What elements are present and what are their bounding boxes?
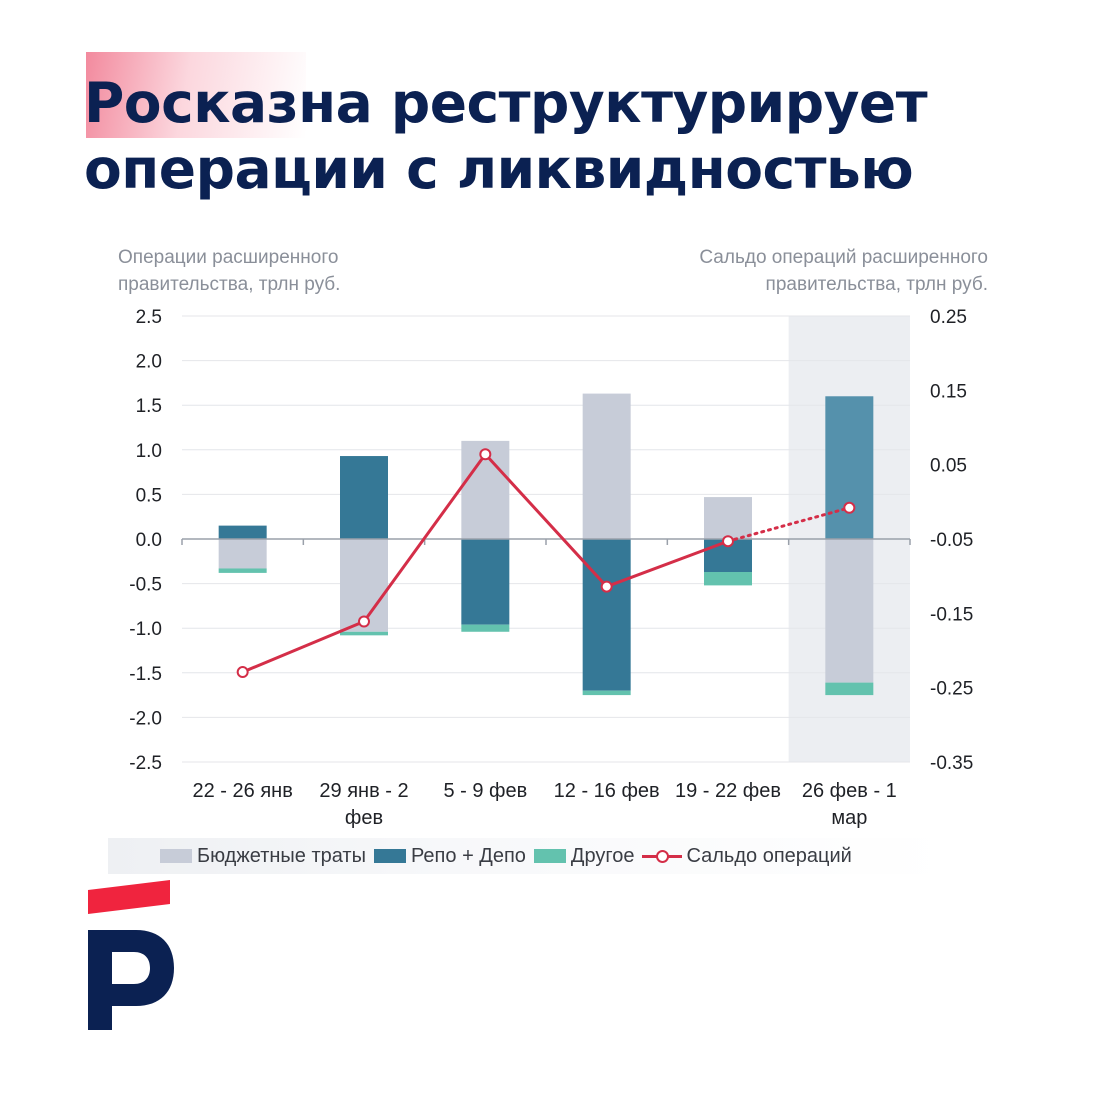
saldo-point	[722, 535, 734, 548]
x-category-label: 12 - 16 фев	[554, 780, 660, 802]
saldo-line-dotted	[726, 506, 851, 543]
x-category-label: фев	[345, 807, 383, 829]
page-title-line-2: операции с ликвидностью	[84, 137, 914, 201]
bar-other	[825, 682, 874, 696]
logo-letter-p	[88, 930, 174, 1030]
right-axis-title: Сальдо операций расширенного правительст…	[699, 247, 988, 295]
bar-budget	[582, 393, 631, 539]
bar-repo	[218, 525, 267, 539]
bar-other	[704, 572, 752, 586]
saldo-point	[236, 666, 249, 679]
saldo-point	[843, 501, 856, 514]
y-left-tick-label: 1.5	[136, 396, 162, 417]
y-left-tick-label: 2.5	[136, 307, 162, 328]
y-left-tick-label: -1.0	[129, 619, 162, 640]
bar-repo	[340, 456, 388, 539]
x-category-label: 26 фев - 1	[802, 780, 897, 802]
bar-budget	[218, 539, 267, 569]
legend-swatch-repo	[373, 849, 406, 863]
y-right-tick-label: -0.05	[930, 530, 973, 551]
bar-other	[582, 690, 631, 696]
saldo-point	[358, 615, 370, 628]
y-right-tick-label: 0.05	[930, 456, 967, 477]
legend-label-repo: Репо + Депо	[410, 844, 526, 867]
chart-legend: Бюджетные траты Репо + Депо Другое Сальд…	[108, 838, 948, 874]
bar-other	[340, 631, 388, 636]
legend-swatch-other	[533, 849, 566, 863]
y-left-tick-label: -0.5	[129, 575, 162, 596]
legend-item-budget: Бюджетные траты	[160, 845, 366, 868]
y-left-tick-label: 0.5	[136, 485, 162, 506]
y-left-tick-label: 0.0	[136, 530, 162, 551]
legend-label-saldo: Сальдо операций	[686, 844, 852, 867]
logo-red-bar	[88, 880, 170, 914]
y-left-tick-label: -2.5	[129, 753, 162, 774]
x-category-label: мар	[831, 807, 867, 829]
p-brand-logo-icon	[88, 880, 174, 1030]
y-right-tick-label: -0.35	[930, 753, 973, 774]
legend-label-budget: Бюджетные траты	[197, 844, 366, 867]
legend-swatch-saldo	[642, 849, 683, 863]
page-title-line-1: Росказна реструктурирует	[84, 71, 928, 135]
bar-other	[218, 568, 267, 573]
y-right-tick-label: 0.15	[930, 381, 967, 402]
x-category-label: 29 янв - 2	[319, 780, 408, 802]
bar-budget	[704, 497, 752, 539]
bar-repo	[461, 539, 510, 625]
saldo-point	[479, 448, 492, 461]
page-title: Росказна реструктурирует операции с ликв…	[84, 70, 928, 202]
y-right-tick-label: 0.25	[930, 307, 967, 328]
x-category-label: 19 - 22 фев	[675, 780, 781, 802]
legend-item-other: Другое	[533, 844, 635, 868]
y-left-tick-label: 2.0	[136, 352, 162, 373]
y-left-tick-label: -1.5	[129, 664, 162, 685]
x-category-label: 5 - 9 фев	[443, 780, 527, 802]
legend-label-other: Другое	[570, 844, 635, 867]
bar-repo	[825, 396, 874, 539]
bar-other	[461, 624, 510, 632]
x-category-label: 22 - 26 янв	[193, 780, 293, 802]
left-axis-title: Операции расширенного правительства, трл…	[118, 247, 341, 295]
bar-repo	[582, 539, 631, 691]
legend-item-saldo: Сальдо операций	[642, 844, 852, 868]
bar-budget	[825, 539, 874, 683]
y-right-tick-label: -0.25	[930, 679, 973, 700]
y-left-tick-label: 1.0	[136, 441, 162, 462]
title-accent-gradient	[86, 52, 306, 138]
legend-item-repo: Репо + Депо	[373, 844, 526, 868]
y-right-tick-label: -0.15	[930, 604, 973, 625]
legend-swatch-budget	[160, 849, 192, 863]
y-left-tick-label: -2.0	[129, 708, 162, 729]
saldo-point	[600, 580, 613, 593]
